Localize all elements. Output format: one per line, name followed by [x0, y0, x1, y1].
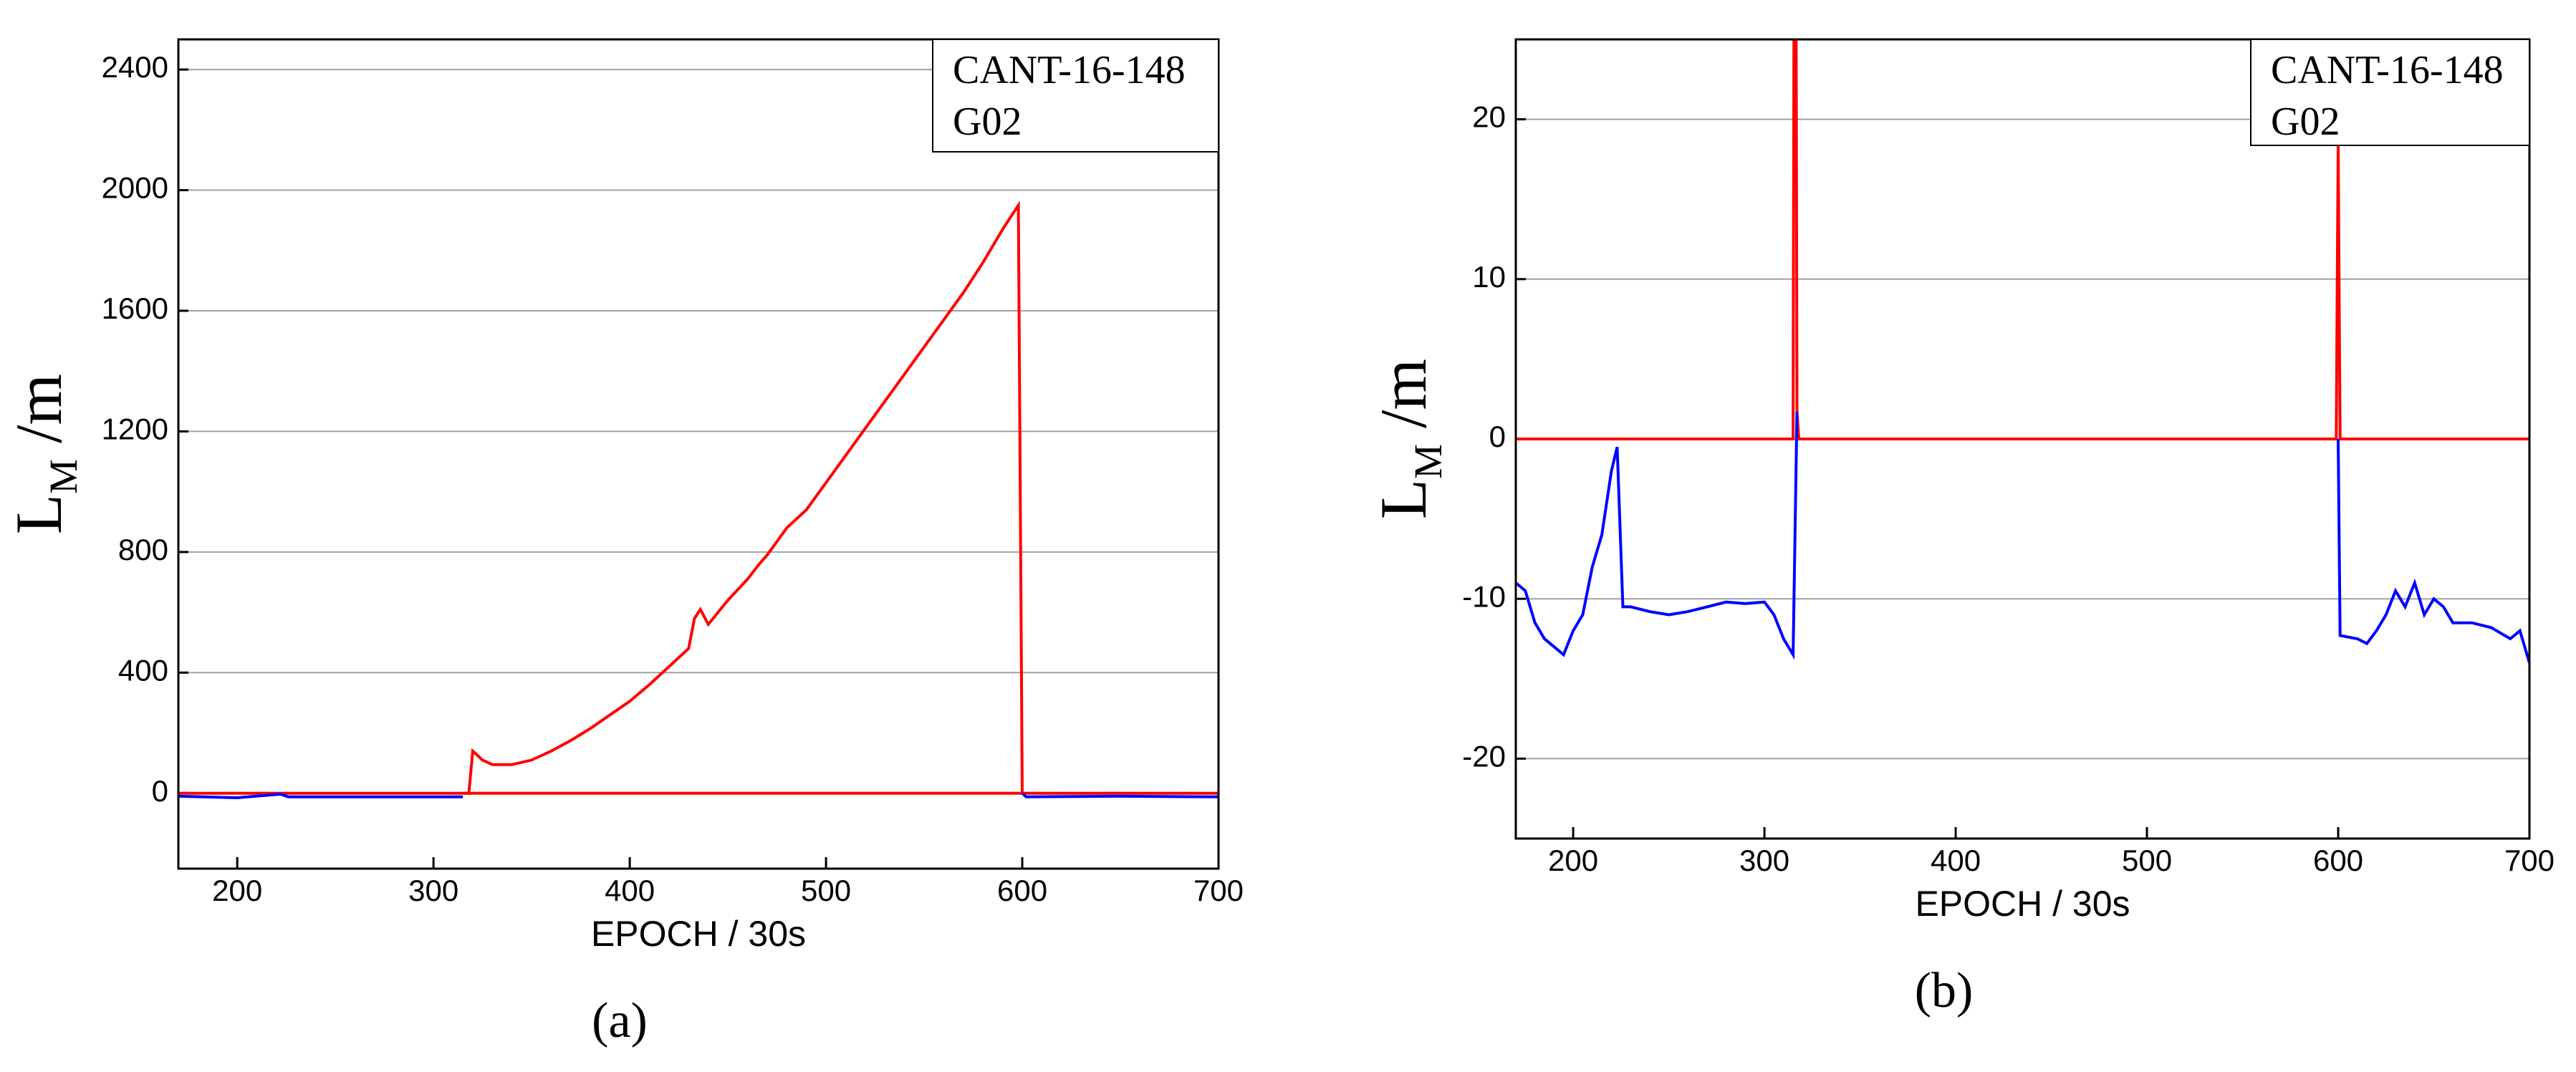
y-axis-title-sub: M — [42, 459, 85, 494]
x-tick-label: 700 — [1193, 874, 1244, 907]
y-tick-label: -10 — [1462, 579, 1506, 613]
series-line — [178, 200, 1219, 795]
x-tick-label: 500 — [801, 874, 851, 907]
annotation-text: G02 — [2271, 100, 2340, 144]
y-axis-title: LM/m — [1367, 359, 1450, 519]
x-tick-label: 700 — [2504, 844, 2555, 877]
plot-frame — [1514, 38, 2531, 840]
y-axis-title-main: L — [2, 494, 75, 534]
x-tick-label: 600 — [2313, 844, 2363, 877]
y-tick-label: -20 — [1462, 739, 1506, 773]
y-axis-title-unit: /m — [2, 374, 75, 443]
y-tick-label: 1600 — [102, 291, 168, 325]
x-axis-title: EPOCH / 30s — [591, 914, 806, 954]
series-line — [1516, 412, 2529, 664]
caption: (b) — [1915, 963, 1974, 1018]
x-tick-label: 500 — [2122, 844, 2172, 877]
y-tick-label: 1200 — [102, 412, 168, 446]
x-axis-title: EPOCH / 30s — [1915, 884, 2130, 924]
x-tick-label: 200 — [1548, 844, 1598, 877]
annotation-box — [2250, 39, 2530, 146]
x-tick-label: 300 — [1739, 844, 1789, 877]
annotation-text: G02 — [953, 100, 1022, 144]
y-axis-title-sub: M — [1406, 444, 1450, 479]
x-tick-label: 600 — [997, 874, 1047, 907]
series-line — [1516, 39, 2529, 440]
x-tick-label: 400 — [1931, 844, 1981, 877]
y-tick-label: 20 — [1472, 100, 1506, 134]
y-axis-title-main: L — [1367, 479, 1440, 519]
caption: (a) — [592, 993, 648, 1048]
y-axis-title: LM/m — [2, 374, 85, 534]
annotation-text: CANT-16-148 — [2271, 48, 2504, 92]
y-tick-label: 2400 — [102, 50, 168, 84]
annotation-text: CANT-16-148 — [953, 48, 1186, 92]
plot-frame — [177, 38, 1220, 870]
y-tick-label: 2000 — [102, 171, 168, 205]
y-tick-label: 0 — [1489, 420, 1506, 453]
series-line — [178, 792, 1219, 800]
y-tick-label: 400 — [118, 653, 168, 687]
y-tick-label: 10 — [1472, 260, 1506, 294]
annotation-box — [932, 39, 1219, 153]
x-tick-label: 300 — [408, 874, 458, 907]
y-tick-label: 800 — [118, 533, 168, 566]
y-axis-title-unit: /m — [1367, 359, 1440, 428]
x-tick-label: 200 — [212, 874, 262, 907]
y-tick-label: 0 — [152, 774, 168, 808]
x-tick-label: 400 — [605, 874, 655, 907]
